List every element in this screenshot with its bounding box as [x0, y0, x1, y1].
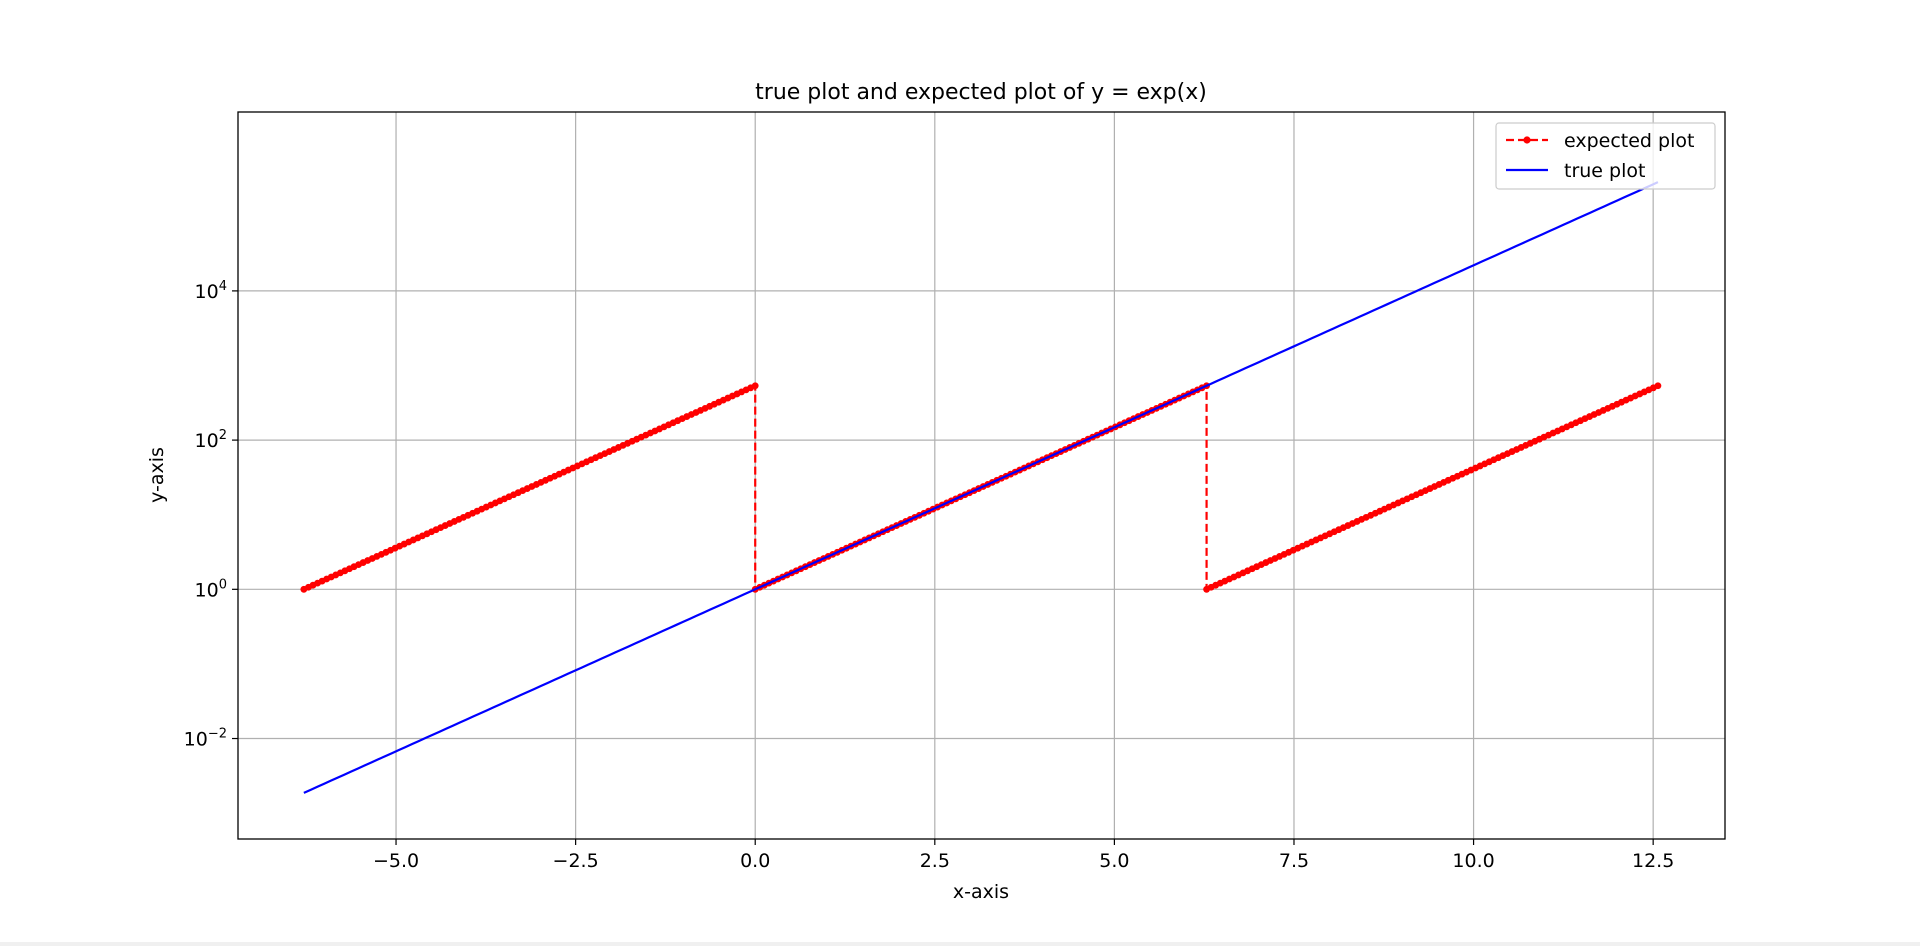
y-ticks: 10−2 100 102 104 [184, 279, 238, 751]
chart-title: true plot and expected plot of y = exp(x… [755, 80, 1207, 105]
x-tick-label: 5.0 [1099, 850, 1129, 872]
x-tick-label: −2.5 [553, 850, 599, 872]
plot-area-frame [237, 111, 1726, 840]
expected-point [751, 382, 759, 390]
y-axis-label: y-axis [146, 447, 168, 503]
series-true-line [303, 181, 1659, 794]
y-tick-label: 100 [195, 577, 227, 601]
y-tick-label: 10−2 [184, 727, 227, 751]
x-tick-label: 7.5 [1279, 850, 1309, 872]
series-layer [300, 181, 1662, 794]
window-bottom-edge [0, 942, 1920, 946]
legend: expected plot true plot [1495, 122, 1716, 190]
expected-point [1654, 382, 1662, 390]
x-tick-label: 0.0 [740, 850, 770, 872]
y-tick-label: 102 [195, 428, 227, 452]
x-tick-label: 10.0 [1452, 850, 1494, 872]
x-tick-label: −5.0 [373, 850, 419, 872]
x-tick-label: 2.5 [920, 850, 950, 872]
x-ticks: −5.0 −2.5 0.0 2.5 5.0 7.5 10.0 12.5 [373, 839, 1674, 872]
x-tick-label: 12.5 [1632, 850, 1674, 872]
legend-true-label: true plot [1564, 160, 1645, 182]
legend-box [1495, 122, 1716, 190]
grid [238, 112, 1725, 839]
legend-expected-label: expected plot [1564, 130, 1694, 152]
y-tick-label: 104 [195, 279, 227, 303]
legend-expected-marker [1523, 136, 1531, 144]
x-axis-label: x-axis [953, 881, 1009, 903]
